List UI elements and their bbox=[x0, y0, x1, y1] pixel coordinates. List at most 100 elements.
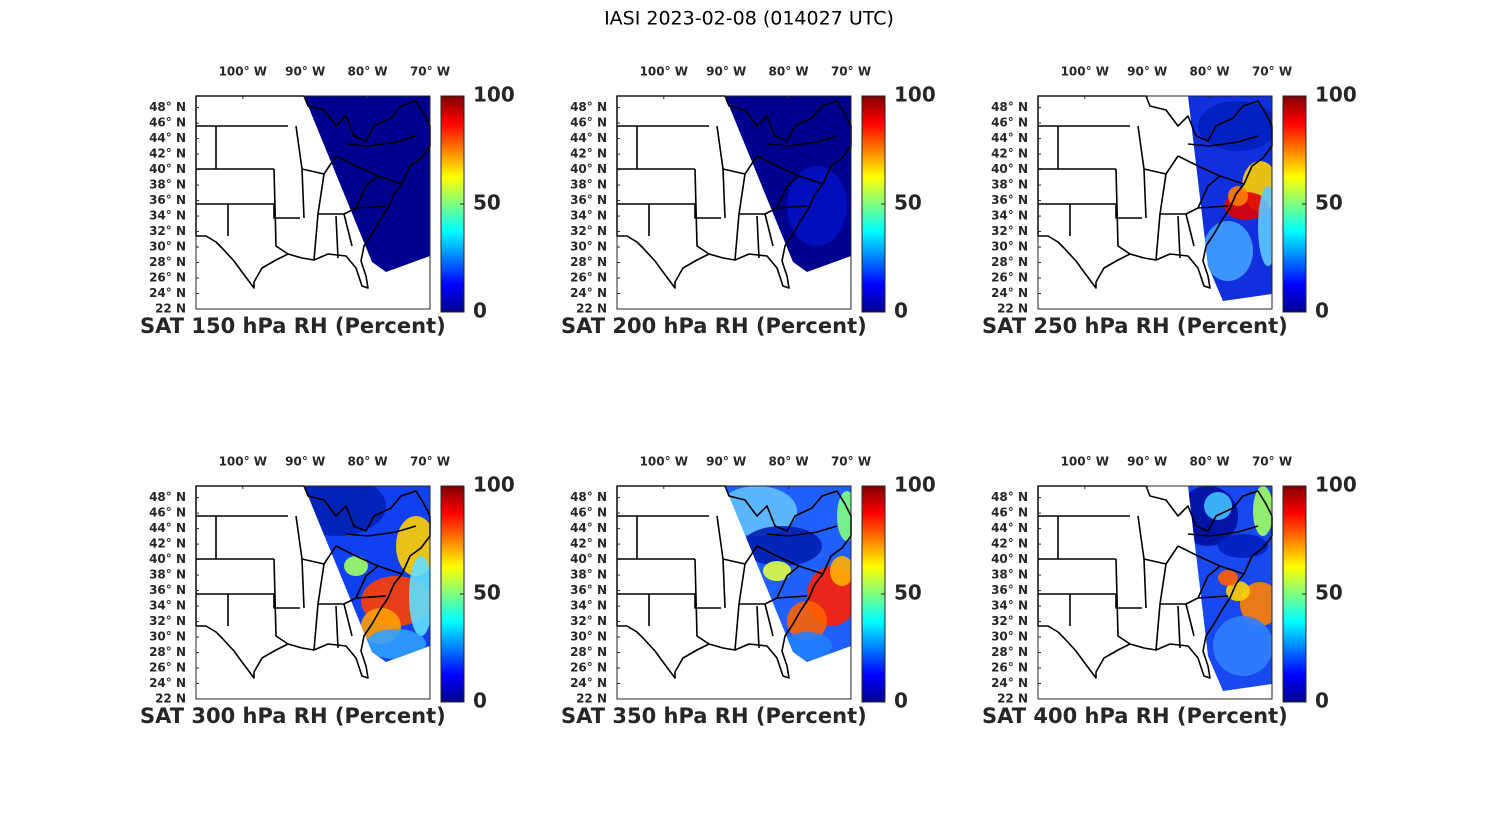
colorbar-tick-label: 50 bbox=[473, 581, 501, 605]
lat-tick-label: 38° N bbox=[570, 178, 607, 192]
lat-tick-label: 42° N bbox=[149, 147, 186, 161]
panel-title: SAT 250 hPa RH (Percent) bbox=[982, 314, 1288, 338]
lat-tick-label: 40° N bbox=[149, 552, 186, 566]
colorbar-tick-label: 0 bbox=[1315, 689, 1329, 713]
satellite-swath bbox=[1188, 486, 1272, 691]
colorbar-tick-label: 100 bbox=[473, 473, 515, 497]
lon-tick-label: 90° W bbox=[1127, 65, 1167, 79]
lat-tick-label: 32° N bbox=[149, 224, 186, 238]
lat-tick-label: 34° N bbox=[570, 599, 607, 613]
lat-tick-label: 36° N bbox=[570, 193, 607, 207]
lon-tick-label: 100° W bbox=[1061, 65, 1109, 79]
lat-tick-label: 38° N bbox=[570, 568, 607, 582]
lat-tick-label: 40° N bbox=[149, 162, 186, 176]
lat-tick-label: 24° N bbox=[991, 286, 1028, 300]
swath-blob bbox=[1253, 486, 1272, 536]
lat-tick-label: 26° N bbox=[991, 271, 1028, 285]
lat-tick-label: 32° N bbox=[991, 224, 1028, 238]
colorbar: 0 50 100 bbox=[861, 83, 936, 323]
swath-blob bbox=[1226, 581, 1250, 601]
swath-blob bbox=[1258, 186, 1272, 266]
lat-tick-label: 44° N bbox=[570, 521, 607, 535]
swath-blob bbox=[837, 491, 851, 541]
lat-tick-label: 42° N bbox=[991, 147, 1028, 161]
lat-tick-label: 26° N bbox=[149, 271, 186, 285]
swath-blob bbox=[782, 632, 832, 660]
lat-tick-label: 48° N bbox=[149, 100, 186, 114]
map-panel: 100° W 90° W 80° W 70° W 48° N 46° N44° N 42° … bbox=[561, 65, 936, 339]
lat-tick-label: 22 N bbox=[997, 692, 1028, 706]
panel-title: SAT 150 hPa RH (Percent) bbox=[140, 314, 446, 338]
map-panel: 100° W 90° W 80° W 70° W 48° N 46° N44° N 42° … bbox=[140, 65, 515, 339]
lat-tick-label: 30° N bbox=[149, 240, 186, 254]
satellite-swath bbox=[725, 96, 851, 272]
lat-tick-label: 30° N bbox=[570, 630, 607, 644]
lat-tick-label: 44° N bbox=[991, 521, 1028, 535]
map-frame bbox=[616, 95, 852, 310]
lat-tick-label: 44° N bbox=[570, 131, 607, 145]
lat-tick-label: 36° N bbox=[991, 583, 1028, 597]
lon-tick-label: 80° W bbox=[769, 65, 809, 79]
map-panel: 100° W 90° W 80° W 70° W 48° N 46° N44° N 42° … bbox=[982, 455, 1357, 729]
lon-tick-label: 100° W bbox=[219, 65, 267, 79]
map-frame bbox=[1037, 485, 1273, 700]
colorbar-tick-label: 100 bbox=[1315, 83, 1357, 107]
satellite-swath bbox=[304, 486, 430, 662]
lat-tick-label: 28° N bbox=[149, 645, 186, 659]
lat-tick-label: 42° N bbox=[570, 147, 607, 161]
lat-tick-label: 28° N bbox=[570, 645, 607, 659]
lon-tick-label: 90° W bbox=[706, 455, 746, 469]
lat-tick-label: 46° N bbox=[149, 116, 186, 130]
colorbar-tick-label: 50 bbox=[1315, 191, 1343, 215]
lat-tick-label: 36° N bbox=[570, 583, 607, 597]
lat-tick-label: 46° N bbox=[149, 506, 186, 520]
lat-tick-label: 34° N bbox=[991, 209, 1028, 223]
swath-blob bbox=[366, 629, 426, 659]
swath-blob bbox=[1198, 101, 1272, 151]
lat-tick-label: 34° N bbox=[149, 209, 186, 223]
lat-tick-label: 28° N bbox=[149, 255, 186, 269]
lat-tick-label: 44° N bbox=[149, 521, 186, 535]
lat-tick-label: 26° N bbox=[570, 661, 607, 675]
map-panel: 100° W 90° W 80° W 70° W 48° N 46° N44° N 42° … bbox=[982, 65, 1357, 339]
lat-tick-label: 30° N bbox=[991, 630, 1028, 644]
lat-tick-label: 38° N bbox=[991, 568, 1028, 582]
colorbar-tick-label: 100 bbox=[1315, 473, 1357, 497]
lon-tick-label: 80° W bbox=[348, 65, 388, 79]
lat-tick-label: 28° N bbox=[991, 255, 1028, 269]
lon-tick-label: 70° W bbox=[831, 65, 871, 79]
swath-blob bbox=[409, 556, 430, 636]
swath-blob bbox=[304, 486, 386, 536]
lat-tick-label: 48° N bbox=[570, 490, 607, 504]
lon-tick-label: 80° W bbox=[1190, 65, 1230, 79]
lat-tick-label: 48° N bbox=[991, 100, 1028, 114]
lat-tick-label: 34° N bbox=[570, 209, 607, 223]
lat-tick-label: 38° N bbox=[149, 568, 186, 582]
lon-tick-label: 90° W bbox=[1127, 455, 1167, 469]
lat-tick-label: 46° N bbox=[991, 506, 1028, 520]
lat-tick-label: 36° N bbox=[149, 583, 186, 597]
lon-tick-label: 70° W bbox=[831, 455, 871, 469]
colorbar-tick-label: 100 bbox=[894, 83, 936, 107]
colorbar: 0 50 100 bbox=[1282, 473, 1357, 713]
map-frame bbox=[1037, 95, 1273, 310]
lat-tick-label: 26° N bbox=[991, 661, 1028, 675]
swath-blob bbox=[1203, 221, 1253, 281]
lon-tick-label: 80° W bbox=[1190, 455, 1230, 469]
lat-tick-label: 38° N bbox=[991, 178, 1028, 192]
colorbar-tick-label: 0 bbox=[1315, 299, 1329, 323]
colorbar-tick-label: 0 bbox=[894, 689, 908, 713]
lat-tick-label: 38° N bbox=[149, 178, 186, 192]
map-frame bbox=[195, 485, 431, 700]
swath-blob bbox=[1240, 582, 1272, 626]
lat-tick-label: 32° N bbox=[991, 614, 1028, 628]
lat-tick-label: 22 N bbox=[997, 302, 1028, 316]
swath-blob bbox=[1218, 570, 1238, 586]
colorbar-tick-label: 50 bbox=[1315, 581, 1343, 605]
lat-tick-label: 22 N bbox=[576, 302, 607, 316]
lon-tick-label: 90° W bbox=[706, 65, 746, 79]
lon-tick-label: 90° W bbox=[285, 455, 325, 469]
lon-tick-label: 90° W bbox=[285, 65, 325, 79]
figure-title: IASI 2023-02-08 (014027 UTC) bbox=[604, 8, 894, 30]
